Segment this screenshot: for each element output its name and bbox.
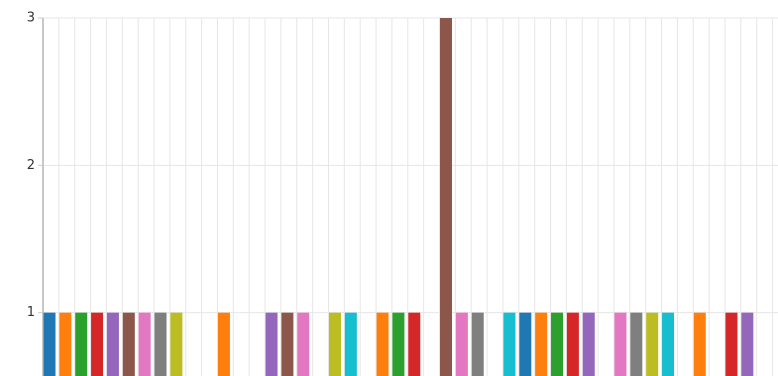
bar: [662, 312, 675, 376]
bar: [265, 312, 278, 376]
bar: [693, 312, 706, 376]
bar: [551, 312, 564, 376]
bar: [646, 312, 659, 376]
bar: [106, 312, 119, 376]
bar: [217, 312, 230, 376]
bar: [582, 312, 595, 376]
bar: [503, 312, 516, 376]
bar: [59, 312, 72, 376]
bar: [440, 18, 452, 376]
y-tick-label: 3: [27, 11, 35, 26]
bar: [471, 312, 484, 376]
bar: [328, 312, 341, 376]
bars: [43, 18, 754, 376]
bar: [519, 312, 532, 376]
bar: [75, 312, 88, 376]
bar: [630, 312, 643, 376]
bar: [297, 312, 310, 376]
bar: [566, 312, 579, 376]
bar: [392, 312, 405, 376]
bar: [154, 312, 167, 376]
bar: [138, 312, 151, 376]
bar: [455, 312, 468, 376]
bar: [344, 312, 357, 376]
bar: [91, 312, 104, 376]
bar: [741, 312, 754, 376]
bar: [408, 312, 421, 376]
bar: [376, 312, 389, 376]
bar: [281, 312, 294, 376]
bar: [122, 312, 135, 376]
y-tick-label: 2: [27, 158, 35, 173]
bar: [725, 312, 738, 376]
bar: [535, 312, 548, 376]
bar: [614, 312, 627, 376]
y-tick-label: 1: [27, 305, 35, 320]
bar: [170, 312, 183, 376]
bar: [43, 312, 56, 376]
